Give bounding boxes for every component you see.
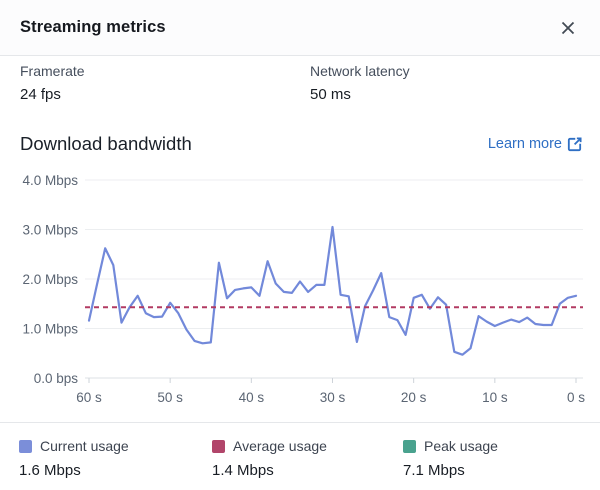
- current-usage-swatch-icon: [19, 439, 32, 453]
- section-header: Download bandwidth Learn more: [20, 133, 582, 155]
- svg-text:0.0 bps: 0.0 bps: [34, 371, 79, 386]
- svg-text:50 s: 50 s: [157, 390, 183, 405]
- average-usage-value: 1.4 Mbps: [212, 462, 274, 479]
- close-icon: [561, 21, 575, 34]
- svg-text:60 s: 60 s: [76, 390, 102, 405]
- bandwidth-chart[interactable]: 4.0 Mbps 3.0 Mbps 2.0 Mbps 1.0 Mbps 0.0 bps 6…: [0, 166, 600, 414]
- external-link-icon: [567, 136, 582, 151]
- legend-item-current-usage[interactable]: Current usage 1.6 Mbps: [19, 438, 129, 479]
- network-latency-value: 50 ms: [310, 86, 351, 103]
- svg-text:1.0 Mbps: 1.0 Mbps: [22, 322, 78, 337]
- framerate-label: Framerate: [20, 63, 85, 79]
- panel-title: Streaming metrics: [20, 18, 166, 36]
- average-usage-swatch-icon: [212, 439, 225, 453]
- learn-more-label: Learn more: [487, 136, 562, 152]
- learn-more-link[interactable]: Learn more: [488, 136, 582, 152]
- svg-text:20 s: 20 s: [401, 390, 427, 405]
- average-usage-label: Average usage: [233, 438, 327, 454]
- network-latency-label: Network latency: [310, 63, 410, 79]
- metric-framerate: Framerate 24 fps: [20, 63, 85, 103]
- svg-text:0 s: 0 s: [567, 390, 585, 405]
- svg-text:30 s: 30 s: [320, 390, 346, 405]
- peak-usage-value: 7.1 Mbps: [403, 462, 465, 479]
- peak-usage-swatch-icon: [403, 439, 416, 453]
- legend-item-peak-usage[interactable]: Peak usage 7.1 Mbps: [403, 438, 498, 479]
- legend-divider: [0, 422, 600, 423]
- svg-text:2.0 Mbps: 2.0 Mbps: [22, 272, 78, 287]
- svg-text:40 s: 40 s: [239, 390, 265, 405]
- peak-usage-label: Peak usage: [424, 438, 498, 454]
- current-usage-label: Current usage: [40, 438, 129, 454]
- close-button[interactable]: [552, 12, 584, 44]
- section-title: Download bandwidth: [20, 133, 192, 154]
- legend-item-average-usage[interactable]: Average usage 1.4 Mbps: [212, 438, 327, 479]
- svg-text:4.0 Mbps: 4.0 Mbps: [22, 173, 78, 188]
- current-usage-value: 1.6 Mbps: [19, 462, 81, 479]
- svg-text:10 s: 10 s: [482, 390, 508, 405]
- svg-text:3.0 Mbps: 3.0 Mbps: [22, 223, 78, 238]
- panel-header: Streaming metrics: [0, 0, 600, 56]
- metric-network-latency: Network latency 50 ms: [310, 63, 410, 103]
- framerate-value: 24 fps: [20, 86, 61, 103]
